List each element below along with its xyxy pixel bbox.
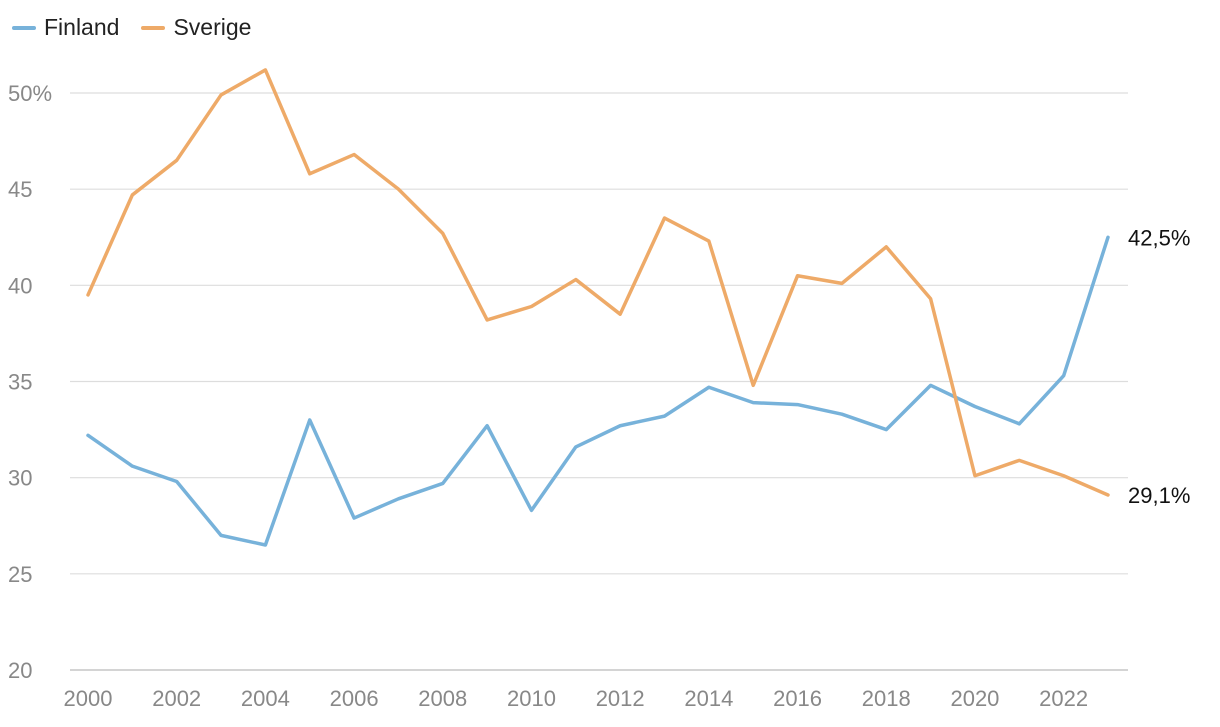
x-tick-label: 2012	[596, 686, 645, 711]
x-tick-label: 2008	[418, 686, 467, 711]
y-tick-label: 35	[8, 370, 32, 395]
end-label-finland: 42,5%	[1128, 225, 1190, 250]
x-tick-label: 2000	[64, 686, 113, 711]
y-tick-label: 30	[8, 466, 32, 491]
legend-entry-sverige: Sverige	[141, 14, 251, 41]
x-tick-label: 2006	[330, 686, 379, 711]
y-tick-label: 50%	[8, 81, 52, 106]
y-tick-label: 25	[8, 562, 32, 587]
series-line-sverige	[86, 68, 1110, 497]
legend-entry-finland: Finland	[12, 14, 119, 41]
x-tick-label: 2002	[152, 686, 201, 711]
y-tick-label: 40	[8, 273, 32, 298]
x-tick-label: 2014	[684, 686, 733, 711]
legend-swatch-finland	[12, 25, 36, 30]
end-label-sverige: 29,1%	[1128, 483, 1190, 508]
x-tick-label: 2018	[862, 686, 911, 711]
y-tick-label: 45	[8, 177, 32, 202]
x-tick-label: 2016	[773, 686, 822, 711]
x-tick-label: 2004	[241, 686, 290, 711]
x-tick-label: 2022	[1039, 686, 1088, 711]
y-tick-label: 20	[8, 658, 32, 683]
legend-label-sverige: Sverige	[173, 14, 252, 40]
legend-label-finland: Finland	[44, 14, 120, 40]
x-tick-label: 2020	[950, 686, 999, 711]
x-tick-label: 2010	[507, 686, 556, 711]
legend-swatch-sverige	[141, 25, 166, 30]
series-line-finland	[86, 235, 1110, 547]
legend: Finland Sverige	[12, 14, 273, 41]
